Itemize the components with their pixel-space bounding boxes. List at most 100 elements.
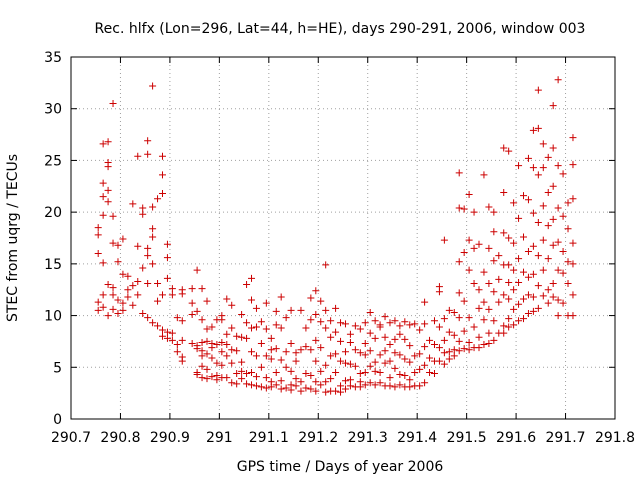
data-point [168,291,176,299]
data-point [94,231,102,239]
y-tick-label: 20 [44,205,62,221]
data-point [292,382,300,390]
data-point [495,252,503,260]
data-point [475,286,483,294]
data-point [485,203,493,211]
data-point [94,306,102,314]
data-point [297,378,305,386]
data-point [480,298,488,306]
data-point [421,343,429,351]
data-point [559,299,567,307]
data-point [520,315,528,323]
data-point [104,186,112,194]
data-point [455,258,463,266]
data-point [559,212,567,220]
data-point [332,387,340,395]
data-point [386,357,394,365]
data-point [569,312,577,320]
data-point [198,316,206,324]
x-tick-label: 290.8 [100,430,140,446]
data-point [307,316,315,324]
data-point [510,266,518,274]
data-point [312,311,320,319]
data-point [109,239,117,247]
data-point [163,254,171,262]
data-point [312,387,320,395]
data-point [361,351,369,359]
x-tick-label: 291.5 [447,430,487,446]
data-point [500,322,508,330]
data-point [381,347,389,355]
data-point [243,319,251,327]
data-point [465,236,473,244]
data-point [129,301,137,309]
data-point [94,250,102,258]
data-point [416,326,424,334]
data-point [569,161,577,169]
data-point [223,352,231,360]
data-point [539,202,547,210]
data-point [554,266,562,274]
data-point [406,383,414,391]
data-point [411,352,419,360]
data-point [386,382,394,390]
data-point [515,317,523,325]
data-point [322,261,330,269]
data-point [178,290,186,298]
data-point [460,248,468,256]
data-point [332,328,340,336]
data-point [327,333,335,341]
data-point [312,287,320,295]
data-point [307,372,315,380]
data-point [490,288,498,296]
data-point [520,295,528,303]
data-point [104,163,112,171]
data-point [495,275,503,283]
data-point [277,293,285,301]
data-point [386,319,394,327]
data-point [505,234,513,242]
y-tick-label: 35 [44,50,62,66]
data-point [163,240,171,248]
data-point [139,204,147,212]
data-point [257,383,265,391]
data-point [252,323,260,331]
data-point [544,153,552,161]
data-point [376,323,384,331]
data-point [287,386,295,394]
data-point [435,357,443,365]
data-point [455,204,463,212]
data-point [450,352,458,360]
plot-frame [70,56,616,420]
data-point [213,376,221,384]
data-point [396,330,404,338]
data-point [198,362,206,370]
data-point [465,266,473,274]
data-point [505,295,513,303]
data-point [529,164,537,172]
data-point [524,310,532,318]
data-point [490,317,498,325]
data-point [317,367,325,375]
data-point [460,297,468,305]
data-point [233,369,241,377]
data-point [554,296,562,304]
data-point [445,306,453,314]
data-point [158,332,166,340]
data-point [505,147,513,155]
data-point [114,310,122,318]
y-tick-label: 30 [44,102,62,118]
data-point [252,352,260,360]
data-point [564,280,572,288]
data-point [124,293,132,301]
data-point [119,270,127,278]
data-point [307,294,315,302]
data-point [188,285,196,293]
data-point [485,305,493,313]
data-point [99,140,107,148]
data-point [505,315,513,323]
data-point [223,341,231,349]
data-point [272,345,280,353]
data-point [534,171,542,179]
data-point [248,274,256,282]
